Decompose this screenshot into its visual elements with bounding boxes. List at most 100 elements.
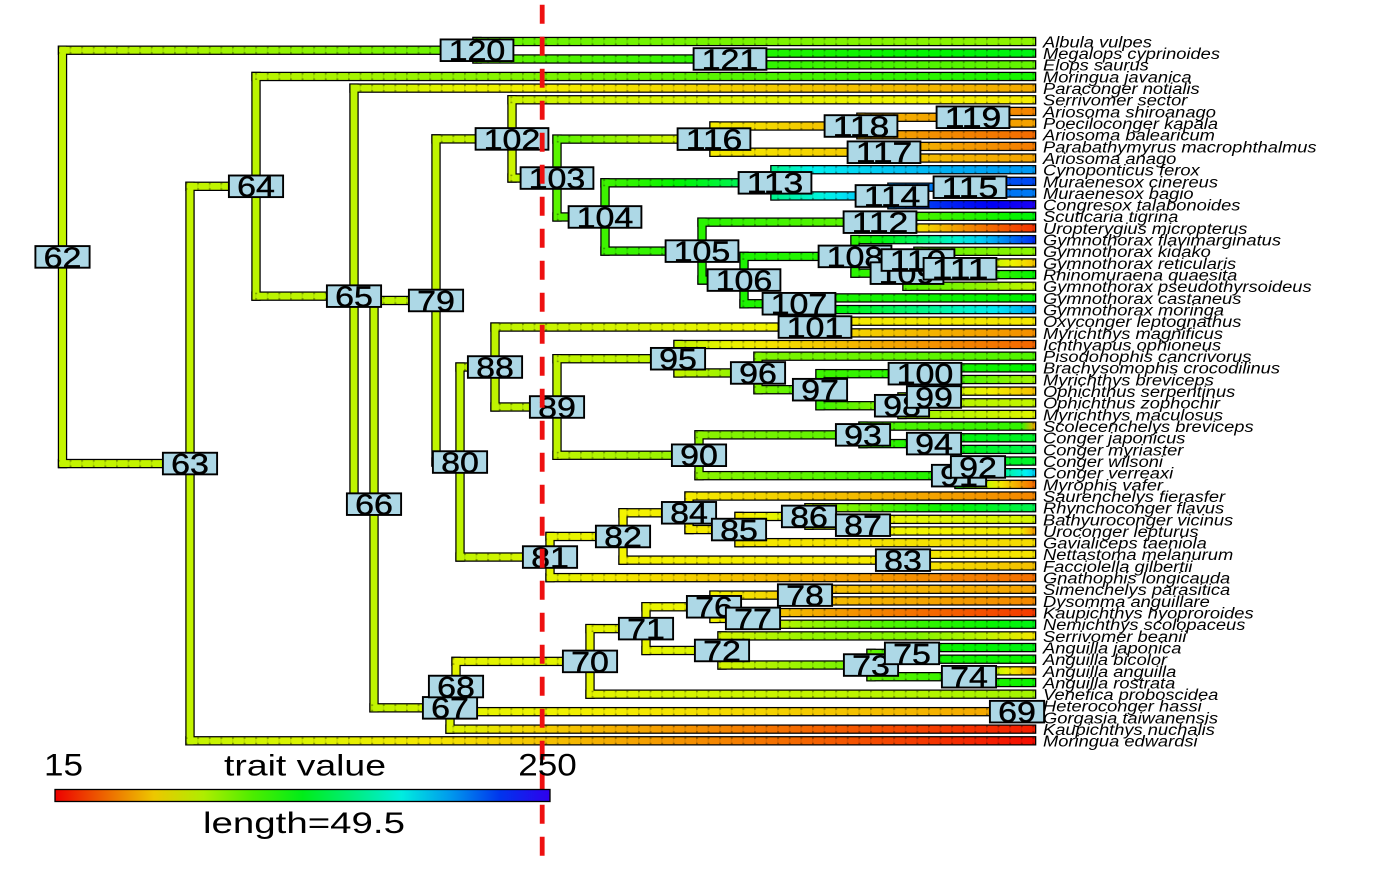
svg-text:Anguilla anguilla: Anguilla anguilla — [1042, 664, 1177, 681]
svg-text:116: 116 — [686, 125, 743, 157]
svg-text:Ariosoma anago: Ariosoma anago — [1042, 151, 1177, 168]
svg-text:Anguilla rostrata: Anguilla rostrata — [1042, 675, 1176, 692]
svg-text:Myrichthys maculosus: Myrichthys maculosus — [1043, 407, 1223, 424]
svg-text:86: 86 — [790, 502, 828, 534]
svg-text:69: 69 — [998, 697, 1036, 729]
svg-text:Myrophis vafer: Myrophis vafer — [1043, 477, 1164, 494]
svg-text:Paraconger notialis: Paraconger notialis — [1043, 81, 1200, 98]
svg-text:Scolecenchelys breviceps: Scolecenchelys breviceps — [1043, 419, 1254, 436]
svg-text:88: 88 — [476, 352, 514, 384]
svg-text:85: 85 — [720, 515, 758, 547]
svg-text:Dysomma anguillare: Dysomma anguillare — [1043, 594, 1210, 611]
svg-text:67: 67 — [431, 693, 469, 725]
svg-text:100: 100 — [897, 359, 954, 391]
svg-text:95: 95 — [659, 344, 697, 376]
svg-text:103: 103 — [529, 163, 586, 195]
svg-text:Gorgasia taiwanensis: Gorgasia taiwanensis — [1043, 710, 1218, 727]
svg-text:Brachysomophis crocodilinus: Brachysomophis crocodilinus — [1043, 361, 1280, 378]
svg-text:length=49.5: length=49.5 — [203, 807, 405, 840]
svg-text:250: 250 — [518, 747, 577, 783]
svg-text:Muraenesox bagio: Muraenesox bagio — [1043, 186, 1194, 203]
svg-text:Gymnothorax pseudothyrsoideus: Gymnothorax pseudothyrsoideus — [1043, 279, 1312, 296]
svg-text:Pisodonophis cancrivorus: Pisodonophis cancrivorus — [1043, 349, 1252, 366]
svg-text:66: 66 — [355, 490, 393, 522]
svg-text:114: 114 — [864, 181, 921, 213]
svg-text:82: 82 — [604, 522, 642, 554]
svg-text:Rhynchoconger flavus: Rhynchoconger flavus — [1043, 501, 1224, 518]
svg-text:Gnathophis longicauda: Gnathophis longicauda — [1043, 571, 1231, 588]
svg-text:Conger japonicus: Conger japonicus — [1043, 431, 1186, 448]
svg-text:77: 77 — [734, 604, 772, 636]
svg-text:101: 101 — [787, 312, 844, 344]
svg-text:Ophichthus zophochir: Ophichthus zophochir — [1043, 396, 1221, 413]
svg-text:Myrichthys breviceps: Myrichthys breviceps — [1043, 372, 1214, 389]
svg-text:Conger wilsoni: Conger wilsoni — [1043, 454, 1164, 471]
svg-text:75: 75 — [893, 639, 931, 671]
svg-text:65: 65 — [335, 282, 373, 314]
svg-text:Anguilla japonica: Anguilla japonica — [1042, 640, 1182, 657]
svg-text:Cynoponticus ferox: Cynoponticus ferox — [1043, 163, 1201, 180]
svg-text:Heteroconger hassi: Heteroconger hassi — [1043, 699, 1202, 716]
svg-text:Anguilla bicolor: Anguilla bicolor — [1042, 652, 1168, 669]
svg-text:72: 72 — [703, 636, 741, 668]
svg-text:Muraenesox cinereus: Muraenesox cinereus — [1043, 174, 1218, 191]
svg-text:Elops saurus: Elops saurus — [1043, 58, 1149, 75]
svg-text:Rhinomuraena quaesita: Rhinomuraena quaesita — [1043, 268, 1238, 285]
svg-text:Kaupichthys nuchalis: Kaupichthys nuchalis — [1043, 722, 1215, 739]
svg-text:102: 102 — [484, 124, 541, 156]
svg-text:trait value: trait value — [224, 750, 386, 783]
svg-text:Ichthyapus ophioneus: Ichthyapus ophioneus — [1043, 337, 1221, 354]
svg-text:Gymnothorax castaneus: Gymnothorax castaneus — [1043, 291, 1242, 308]
svg-text:Ophichthus serpentinus: Ophichthus serpentinus — [1043, 384, 1236, 401]
svg-text:64: 64 — [237, 172, 275, 204]
svg-text:92: 92 — [959, 452, 997, 484]
svg-text:Parabathymyrus macrophthalmus: Parabathymyrus macrophthalmus — [1043, 139, 1317, 156]
svg-text:62: 62 — [44, 242, 82, 274]
svg-text:71: 71 — [627, 614, 665, 646]
svg-text:Megalops cyprinoides: Megalops cyprinoides — [1043, 46, 1220, 63]
svg-text:Kaupichthys hyoproroides: Kaupichthys hyoproroides — [1043, 605, 1254, 622]
svg-text:120: 120 — [449, 36, 506, 68]
svg-text:96: 96 — [739, 358, 777, 390]
svg-text:Scuticaria tigrina: Scuticaria tigrina — [1043, 209, 1179, 226]
svg-text:Conger verreaxi: Conger verreaxi — [1043, 466, 1174, 483]
svg-text:78: 78 — [786, 581, 824, 613]
svg-text:117: 117 — [856, 138, 913, 170]
svg-text:Oxyconger leptognathus: Oxyconger leptognathus — [1043, 314, 1242, 331]
svg-text:108: 108 — [827, 242, 884, 274]
svg-text:105: 105 — [674, 237, 731, 269]
svg-text:Simenchelys parasitica: Simenchelys parasitica — [1043, 582, 1231, 599]
svg-text:121: 121 — [702, 44, 759, 76]
svg-text:99: 99 — [915, 382, 953, 414]
svg-text:Poeciloconger kapala: Poeciloconger kapala — [1043, 116, 1218, 133]
svg-text:68: 68 — [437, 672, 475, 704]
svg-text:Gavialiceps taeniola: Gavialiceps taeniola — [1043, 536, 1207, 553]
svg-text:Uropterygius micropterus: Uropterygius micropterus — [1043, 221, 1248, 238]
svg-text:81: 81 — [531, 542, 569, 574]
svg-text:Congresox talabonoides: Congresox talabonoides — [1043, 198, 1241, 215]
svg-text:94: 94 — [915, 429, 953, 461]
svg-text:Gymnothorax flavimarginatus: Gymnothorax flavimarginatus — [1043, 233, 1281, 250]
svg-text:Nettastoma melanurum: Nettastoma melanurum — [1043, 547, 1233, 564]
svg-text:73: 73 — [852, 650, 890, 682]
svg-text:79: 79 — [417, 286, 455, 318]
svg-text:Bathyuroconger vicinus: Bathyuroconger vicinus — [1043, 512, 1233, 529]
svg-text:Saurenchelys fierasfer: Saurenchelys fierasfer — [1043, 489, 1226, 506]
svg-text:15: 15 — [44, 747, 83, 783]
svg-text:97: 97 — [801, 375, 839, 407]
svg-text:Uroconger lepturus: Uroconger lepturus — [1043, 524, 1199, 541]
svg-text:Facciolella gilbertii: Facciolella gilbertii — [1043, 559, 1193, 576]
svg-text:104: 104 — [577, 202, 634, 234]
svg-text:111: 111 — [932, 254, 989, 286]
svg-text:Nemichthys scolopaceus: Nemichthys scolopaceus — [1043, 617, 1246, 634]
svg-text:107: 107 — [771, 289, 828, 321]
svg-text:113: 113 — [747, 168, 804, 200]
svg-text:Moringua edwardsi: Moringua edwardsi — [1043, 734, 1198, 751]
svg-text:70: 70 — [571, 647, 609, 679]
svg-text:87: 87 — [844, 511, 882, 543]
svg-text:74: 74 — [950, 662, 988, 694]
svg-text:Serrivomer sector: Serrivomer sector — [1043, 93, 1188, 110]
svg-text:Albula vulpes: Albula vulpes — [1042, 34, 1152, 51]
svg-text:Ariosoma balearicum: Ariosoma balearicum — [1042, 128, 1215, 145]
svg-text:90: 90 — [680, 441, 718, 473]
